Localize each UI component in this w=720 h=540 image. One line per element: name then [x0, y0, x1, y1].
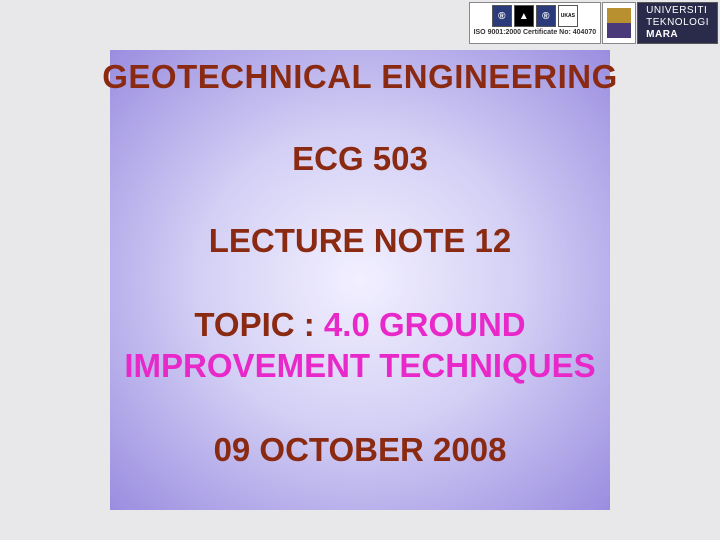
registered-badge-2: ®: [536, 5, 556, 27]
triangle-badge: ▲: [514, 5, 534, 27]
slide-content: GEOTECHNICAL ENGINEERING ECG 503 LECTURE…: [0, 58, 720, 469]
topic-value-2: IMPROVEMENT TECHNIQUES: [124, 347, 595, 384]
topic-label: TOPIC :: [194, 306, 324, 343]
topic-value-1: 4.0 GROUND: [324, 306, 526, 343]
university-name-line2: TEKNOLOGI: [646, 17, 709, 29]
badge-row: ® ▲ ® UKAS: [492, 5, 578, 27]
certification-badges: ® ▲ ® UKAS ISO 9001:2000 Certificate No:…: [469, 2, 602, 44]
ukas-badge: UKAS: [558, 5, 578, 27]
university-logo-icon: [607, 8, 631, 38]
lecture-date: 09 OCTOBER 2008: [0, 431, 720, 469]
lecture-number: LECTURE NOTE 12: [0, 222, 720, 260]
registered-badge-1: ®: [492, 5, 512, 27]
course-code: ECG 503: [0, 140, 720, 178]
slide-title: GEOTECHNICAL ENGINEERING: [0, 58, 720, 96]
header-badges: ® ▲ ® UKAS ISO 9001:2000 Certificate No:…: [469, 2, 718, 44]
university-name: UNIVERSITI TEKNOLOGI MARA: [637, 2, 718, 44]
university-name-line3: MARA: [646, 29, 709, 41]
iso-certificate-text: ISO 9001:2000 Certificate No: 404070: [474, 29, 597, 36]
topic-line: TOPIC : 4.0 GROUND IMPROVEMENT TECHNIQUE…: [0, 304, 720, 387]
university-logo: [602, 2, 636, 44]
university-name-line1: UNIVERSITI: [646, 5, 709, 17]
